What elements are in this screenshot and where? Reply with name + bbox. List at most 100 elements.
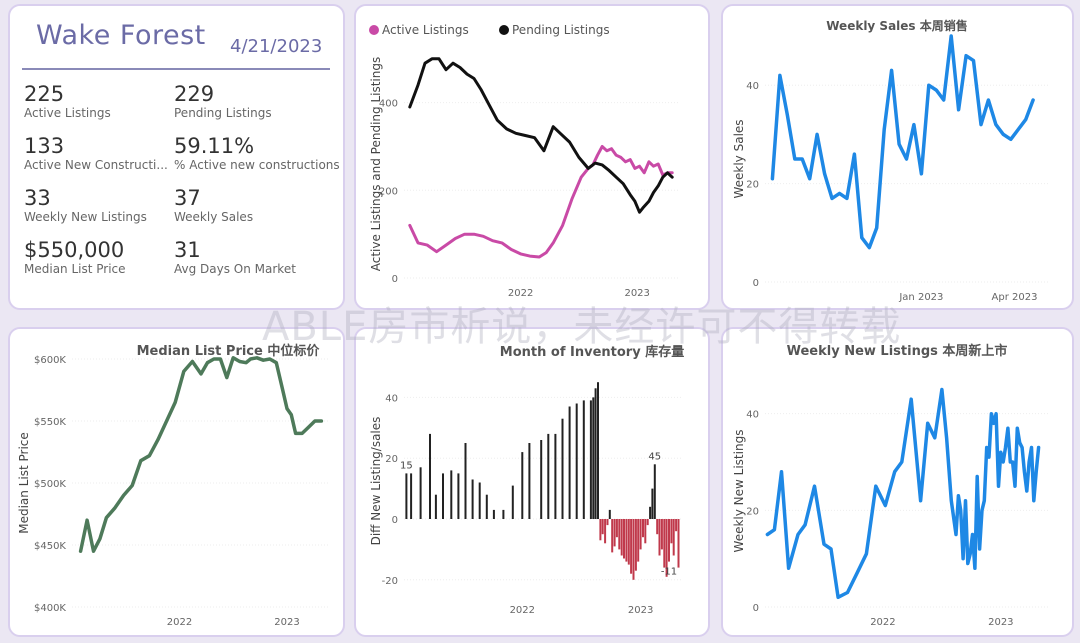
y-tick-label: 20 xyxy=(385,454,398,465)
bar-data-label: 45 xyxy=(648,451,661,462)
kpi-label: Weekly Sales xyxy=(174,210,254,224)
inventory-bar xyxy=(471,479,474,519)
listings-chart: 0 200 400 2022 2023 Active Listings and Pendi… xyxy=(369,23,678,299)
inventory-bar xyxy=(589,400,592,519)
y-tick-label: $600K xyxy=(34,355,66,366)
inventory-bar xyxy=(511,485,514,519)
kpi-label: Active New Constructi... xyxy=(24,158,168,172)
inventory-bar xyxy=(410,473,413,519)
x-tick-label: 2022 xyxy=(167,617,192,628)
y-tick-label: 40 xyxy=(746,81,759,92)
inventory-bar xyxy=(630,519,633,574)
y-tick-label: 0 xyxy=(753,278,759,289)
inventory-bar xyxy=(668,519,670,562)
x-tick-label: 2023 xyxy=(624,288,649,299)
new-listings-card: 0 20 40 2022 2023 Weekly New Listings Weekly N… xyxy=(721,327,1074,637)
kpi-value: 37 xyxy=(174,186,201,210)
inventory-bar xyxy=(623,519,625,559)
y-tick-label: $450K xyxy=(34,541,66,552)
bar-data-label: -11 xyxy=(661,567,677,578)
weekly-new-listings-line xyxy=(765,387,1041,600)
kpi-label: Median List Price xyxy=(24,262,126,276)
y-tick-label: 0 xyxy=(753,603,759,614)
inventory-bar xyxy=(405,473,408,519)
kpi-avg-days-on-market: 31 Avg Days On Market xyxy=(174,238,296,277)
y-tick-label: 40 xyxy=(385,393,398,404)
kpi-value: 229 xyxy=(174,82,215,106)
chart-title: Weekly Sales 本周销售 xyxy=(826,18,968,33)
inventory-bar xyxy=(639,519,642,550)
kpi-pending-listings: 229 Pending Listings xyxy=(174,82,272,121)
chart-title: Month of Inventory 库存量 xyxy=(500,344,684,360)
kpi-pct-new-construction: 59.11% % Active new constructions xyxy=(174,134,340,173)
inventory-bar xyxy=(547,433,550,519)
inventory-bar xyxy=(620,519,623,556)
weekly-sales-line xyxy=(770,34,1035,250)
kpi-value: 33 xyxy=(24,186,51,210)
kpi-label: Weekly New Listings xyxy=(24,210,147,224)
chart-title: Weekly New Listings 本周新上市 xyxy=(787,343,1008,359)
inventory-bar xyxy=(615,519,618,538)
inventory-bar xyxy=(568,406,571,519)
y-tick-label: 200 xyxy=(379,186,398,197)
inventory-bar xyxy=(611,519,614,553)
kpi-active-listings: 225 Active Listings xyxy=(24,82,111,121)
inventory-chart: -20 0 20 40 2022 2023 Diff New Listing/sales Mo… xyxy=(356,329,684,616)
y-tick-label: -20 xyxy=(382,576,398,587)
y-axis-label: Weekly New Listings xyxy=(732,430,746,553)
inventory-bar xyxy=(582,400,585,519)
y-tick-label: 0 xyxy=(392,274,398,285)
chart-title: Median List Price 中位标价 xyxy=(137,343,321,359)
kpi-label: Active Listings xyxy=(24,106,111,120)
y-tick-label: 40 xyxy=(746,410,759,421)
inventory-bar xyxy=(642,519,644,538)
inventory-bar xyxy=(478,482,481,519)
inventory-bar xyxy=(419,467,422,519)
inventory-bar xyxy=(677,519,680,568)
weekly-sales-card: 0 20 40 Jan 2023 Apr 2023 Weekly Sales Weekly … xyxy=(721,4,1074,310)
inventory-bar xyxy=(599,519,602,541)
new-listings-chart: 0 20 40 2022 2023 Weekly New Listings Weekly N… xyxy=(732,343,1048,628)
inventory-bar xyxy=(592,397,595,519)
inventory-bar xyxy=(606,519,609,526)
inventory-bar xyxy=(601,519,604,535)
inventory-bar xyxy=(528,443,531,519)
kpi-label: Pending Listings xyxy=(174,106,272,120)
inventory-bar xyxy=(485,494,488,519)
median-price-line xyxy=(78,356,324,553)
median-price-card: $400K $450K $500K $550K $600K 2022 2023 Median … xyxy=(8,327,345,637)
y-tick-label: $500K xyxy=(34,479,66,490)
inventory-card: -20 0 20 40 2022 2023 Diff New Listing/sales Mo… xyxy=(354,327,710,637)
inventory-bar xyxy=(608,509,611,519)
inventory-bar xyxy=(658,519,661,556)
x-tick-label: 2023 xyxy=(628,605,653,616)
inventory-bar xyxy=(613,519,616,547)
inventory-bar xyxy=(632,519,635,580)
inventory-bar xyxy=(660,519,663,550)
inventory-bar xyxy=(651,488,654,519)
y-tick-label: $550K xyxy=(34,417,66,428)
inventory-bar xyxy=(554,433,557,519)
inventory-bar xyxy=(625,519,628,562)
inventory-bar xyxy=(649,506,652,519)
bar-data-label: -20 xyxy=(356,329,364,332)
kpi-median-list-price: $550,000 Median List Price xyxy=(24,238,126,277)
x-tick-label: 2022 xyxy=(870,617,895,628)
x-tick-label: 2022 xyxy=(510,605,535,616)
x-tick-label: 2023 xyxy=(274,617,299,628)
inventory-bar xyxy=(604,519,607,544)
y-tick-label: 0 xyxy=(392,515,398,526)
inventory-bar xyxy=(434,494,437,519)
kpi-value: 59.11% xyxy=(174,134,255,158)
pending-listings-line xyxy=(408,57,674,214)
y-axis-label: Diff New Listing/sales xyxy=(369,417,383,546)
median-price-chart: $400K $450K $500K $550K $600K 2022 2023 Median … xyxy=(17,343,330,628)
inventory-bar xyxy=(675,519,678,532)
legend-marker xyxy=(369,25,379,35)
inventory-bar xyxy=(597,382,599,519)
inventory-bar xyxy=(521,452,524,519)
legend-label: Pending Listings xyxy=(512,23,610,37)
kpi-value: $550,000 xyxy=(24,238,125,262)
listings-chart-card: 0 200 400 2022 2023 Active Listings and Pendi… xyxy=(354,4,710,310)
inventory-bar xyxy=(672,519,675,556)
